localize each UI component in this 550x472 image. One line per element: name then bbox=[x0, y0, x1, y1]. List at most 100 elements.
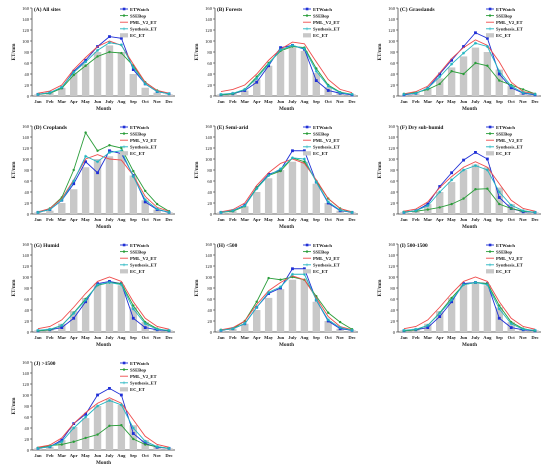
point-synthesis-et bbox=[533, 210, 537, 214]
point-synthesis-et bbox=[290, 156, 294, 160]
x-tick-label: Aug bbox=[483, 217, 492, 222]
y-tick-label: 20 bbox=[24, 201, 29, 206]
x-tick-label: Apr bbox=[70, 453, 78, 458]
point-synthesis-et bbox=[314, 69, 318, 73]
series-line-ssebop bbox=[220, 276, 353, 331]
series-line-ssebop bbox=[37, 424, 170, 449]
legend-marker bbox=[122, 368, 126, 371]
x-tick-label: Dec bbox=[165, 217, 172, 222]
point-synthesis-et bbox=[438, 190, 442, 194]
bar-ec-et bbox=[229, 328, 237, 332]
series-line-ssebop bbox=[403, 282, 536, 332]
x-tick-label: Dec bbox=[165, 99, 172, 104]
y-tick-label: 60 bbox=[24, 297, 29, 302]
chart-panel: 0 20 40 60 80 100 120 140 160 Jan Feb Mar Apr May Jun J… bbox=[194, 124, 358, 230]
bar-ec-et bbox=[153, 92, 161, 96]
point-synthesis-et bbox=[219, 92, 223, 96]
point-ssebop bbox=[450, 296, 453, 300]
series-line-synthesis-et bbox=[220, 44, 353, 95]
x-axis-label: Month bbox=[96, 342, 111, 348]
x-tick-label: Mar bbox=[57, 99, 66, 104]
y-tick-label: 60 bbox=[24, 61, 29, 66]
y-tick-label: 140 bbox=[22, 135, 30, 140]
point-synthesis-et bbox=[219, 210, 223, 214]
bar-ec-et bbox=[276, 289, 285, 332]
point-ssebop bbox=[120, 51, 123, 55]
x-tick-label: Jan bbox=[400, 217, 408, 222]
legend-label: Synthesis_ET bbox=[313, 145, 340, 150]
legend-marker bbox=[122, 250, 126, 253]
legend-marker bbox=[488, 243, 492, 247]
x-tick-label: Sep bbox=[496, 217, 504, 222]
point-synthesis-et bbox=[350, 92, 354, 96]
point-synthesis-et bbox=[414, 91, 418, 95]
x-tick-label: Jun bbox=[277, 217, 285, 222]
bar-ec-et bbox=[141, 87, 149, 96]
legend-label: SSEBop bbox=[496, 249, 513, 254]
y-tick-label: 100 bbox=[388, 157, 396, 162]
point-synthesis-et bbox=[509, 84, 513, 88]
point-ssebop bbox=[327, 311, 330, 314]
y-tick-label: 40 bbox=[207, 72, 212, 77]
bar-ec-et bbox=[81, 167, 90, 214]
x-tick-label: Feb bbox=[229, 217, 237, 222]
point-synthesis-et bbox=[36, 210, 40, 214]
point-ssebop bbox=[84, 64, 87, 67]
bar-ec-et bbox=[300, 50, 309, 96]
x-tick-label: Feb bbox=[46, 453, 54, 458]
legend-label: EC_ET bbox=[313, 269, 328, 274]
point-ssebop bbox=[72, 440, 75, 443]
point-ssebop bbox=[72, 168, 75, 172]
series-line-ssebop bbox=[220, 157, 353, 213]
series-line-pml-v2-et bbox=[403, 39, 536, 95]
y-tick-label: 140 bbox=[388, 253, 396, 258]
x-tick-label: Jan bbox=[34, 453, 42, 458]
point-synthesis-et bbox=[473, 41, 477, 45]
series-line-pml-v2-et bbox=[220, 41, 353, 94]
series-line-pml-v2-et bbox=[403, 161, 536, 212]
point-synthesis-et bbox=[326, 318, 330, 322]
y-tick-label: 120 bbox=[388, 264, 396, 269]
y-tick-label: 40 bbox=[390, 190, 395, 195]
point-synthesis-et bbox=[231, 91, 235, 95]
series-line-synthesis-et bbox=[220, 157, 353, 213]
legend-marker bbox=[488, 145, 492, 149]
x-tick-label: Aug bbox=[483, 335, 492, 340]
point-synthesis-et bbox=[338, 208, 342, 212]
y-tick-label: 40 bbox=[24, 308, 29, 313]
legend-label: SSEBop bbox=[496, 131, 513, 136]
y-tick-label: 80 bbox=[207, 168, 212, 173]
series-line-synthesis-et bbox=[37, 150, 170, 213]
bar-ec-et bbox=[336, 328, 344, 332]
chart-title: (I) 500-1500 bbox=[400, 242, 428, 249]
point-ssebop bbox=[132, 437, 135, 441]
legend-label: ETWatch bbox=[496, 7, 515, 12]
point-ssebop bbox=[132, 304, 135, 307]
legend-marker bbox=[305, 250, 309, 253]
y-tick-label: 120 bbox=[22, 264, 30, 269]
point-synthesis-et bbox=[231, 327, 235, 331]
point-etwatch bbox=[497, 196, 501, 199]
legend-label: ETWatch bbox=[130, 7, 149, 12]
chart-title: (B) Forests bbox=[217, 6, 242, 13]
y-tick-label: 80 bbox=[390, 286, 395, 291]
y-tick-label: 160 bbox=[388, 242, 396, 247]
legend-label: PML_V2_ET bbox=[313, 20, 340, 25]
y-tick-label: 0 bbox=[210, 212, 213, 217]
y-tick-label: 160 bbox=[205, 242, 213, 247]
legend-label: SSEBop bbox=[130, 13, 147, 18]
x-tick-label: May bbox=[81, 217, 91, 222]
bar-ec-et bbox=[312, 301, 320, 332]
x-tick-label: Feb bbox=[46, 217, 54, 222]
point-ssebop bbox=[84, 436, 87, 440]
point-ssebop bbox=[96, 55, 99, 58]
legend-label: ETWatch bbox=[496, 243, 515, 248]
y-tick-label: 140 bbox=[22, 253, 30, 258]
point-ssebop bbox=[267, 276, 270, 280]
series-line-pml-v2-et bbox=[220, 275, 353, 331]
bar-ec-et bbox=[81, 418, 90, 450]
point-synthesis-et bbox=[48, 91, 52, 95]
legend-label: ETWatch bbox=[130, 125, 149, 130]
point-etwatch bbox=[485, 36, 489, 40]
point-ssebop bbox=[108, 144, 111, 147]
